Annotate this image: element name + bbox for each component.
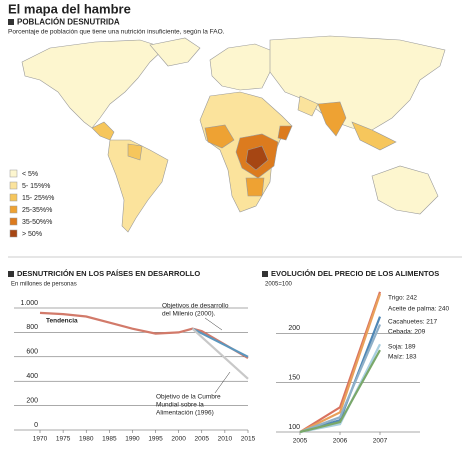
x-tick-label: 1975 — [56, 436, 71, 443]
y-tick-label: 1.000 — [20, 300, 38, 307]
legend-label: < 5% — [22, 171, 38, 178]
southern-africa — [245, 177, 265, 197]
chart-subtitle: 2005=100 — [265, 282, 293, 288]
world-map — [21, 35, 446, 233]
end-label: Cebada: 209 — [388, 329, 426, 336]
x-tick-label: 1995 — [148, 436, 163, 443]
series-line — [39, 311, 249, 359]
series-label: Tendencia — [46, 318, 78, 325]
x-tick-label: 2010 — [218, 436, 233, 443]
y-tick-label: 150 — [288, 375, 300, 382]
y-tick-label: 0 — [34, 422, 38, 429]
annotation: Mundial sobre la — [156, 402, 204, 409]
legend-swatch — [9, 181, 18, 190]
map-title: POBLACIÓN DESNUTRIDA — [17, 18, 120, 27]
legend-label: > 50% — [22, 231, 42, 238]
venezuela — [127, 143, 143, 161]
x-tick-label: 1985 — [102, 436, 117, 443]
annotation: Objetivo de la Cumbre — [156, 394, 221, 401]
page-title: El mapa del hambre — [8, 1, 131, 16]
asia — [269, 35, 446, 131]
greenland — [149, 37, 201, 67]
legend-label: 25-35%% — [22, 207, 52, 214]
legend-label: 5- 15%% — [22, 183, 50, 190]
bullet — [262, 271, 268, 277]
chart-title: DESNUTRICIÓN EN LOS PAÍSES EN DESARROLLO — [17, 269, 200, 278]
south-america — [107, 139, 169, 233]
y-tick-label: 800 — [26, 324, 38, 331]
chart-subtitle: En millones de personas — [11, 282, 77, 288]
y-tick-label: 200 — [288, 325, 300, 332]
west-africa — [204, 124, 235, 149]
series-line — [191, 327, 249, 380]
end-label: Maíz: 183 — [388, 354, 417, 361]
bullet — [8, 19, 14, 25]
series-line — [299, 324, 382, 434]
australia — [371, 165, 439, 215]
x-tick-label: 2000 — [171, 436, 186, 443]
chart-title: EVOLUCIÓN DEL PRECIO DE LOS ALIMENTOS — [271, 269, 439, 278]
central-america — [91, 121, 115, 141]
annotation-leader — [204, 317, 223, 331]
india — [317, 101, 347, 137]
y-tick-label: 200 — [26, 397, 38, 404]
annotation: Alimentación (1996) — [156, 410, 214, 417]
congo — [245, 145, 269, 171]
end-label: Cacahuetes: 217 — [388, 319, 438, 326]
legend-swatch — [9, 193, 18, 202]
end-label: Soja: 189 — [388, 344, 416, 351]
x-tick-label: 2007 — [373, 438, 388, 445]
x-tick-label: 2005 — [195, 436, 210, 443]
legend-swatch — [9, 217, 18, 226]
x-tick-label: 1970 — [33, 436, 48, 443]
x-tick-label: 2015 — [241, 436, 256, 443]
x-tick-label: 1990 — [125, 436, 140, 443]
series-line — [192, 327, 249, 358]
y-tick-label: 400 — [26, 373, 38, 380]
europe — [209, 43, 276, 91]
y-tick-label: 600 — [26, 349, 38, 356]
legend-swatch — [9, 205, 18, 214]
central-asia — [297, 95, 319, 117]
legend-swatch — [9, 229, 18, 238]
end-label: Trigo: 242 — [388, 295, 417, 302]
legend-label: 35-50%% — [22, 219, 52, 226]
x-tick-label: 2005 — [293, 438, 308, 445]
map-subtitle: Porcentaje de población que tiene una nu… — [8, 29, 225, 36]
annotation-leader — [214, 371, 231, 394]
bullet — [8, 271, 14, 277]
x-tick-label: 1980 — [79, 436, 94, 443]
annotation: del Milenio (2000). — [162, 311, 216, 318]
series-line — [299, 349, 381, 434]
horn-of-africa — [277, 125, 293, 141]
legend-label: 15- 25%% — [22, 195, 54, 202]
x-tick-label: 2006 — [333, 438, 348, 445]
y-tick-label: 100 — [288, 424, 300, 431]
north-america — [21, 39, 166, 129]
annotation: Objetivos de desarrollo — [162, 303, 229, 310]
southeast-asia — [351, 121, 397, 151]
legend-swatch — [9, 169, 18, 178]
end-label: Aceite de palma: 240 — [388, 306, 449, 313]
series-line — [299, 293, 382, 433]
